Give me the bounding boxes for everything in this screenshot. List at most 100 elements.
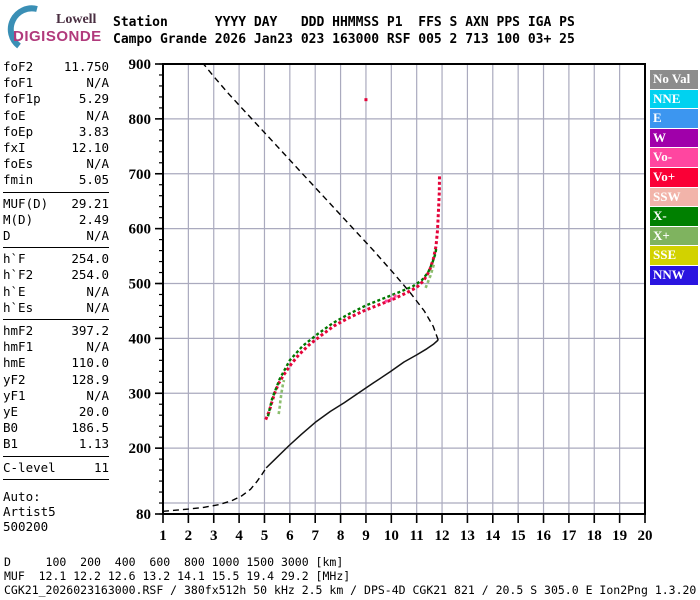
param-value: N/A — [86, 156, 109, 172]
param-value: 5.29 — [78, 91, 109, 107]
lowell-digisonde-logo: Lowell DIGISONDE — [6, 4, 116, 54]
param-value: 110.0 — [71, 355, 109, 371]
y-axis-label: 300 — [129, 386, 152, 402]
param-label: foF2 — [3, 59, 34, 74]
legend-item-x-: X+ — [650, 226, 698, 246]
param-mufd: MUF(D) 29.21 — [3, 196, 109, 212]
param-label: M(D) — [3, 211, 34, 227]
param-label: C-level — [3, 459, 56, 475]
param-value: 11.750 — [63, 59, 109, 74]
x-axis-label: 12 — [435, 528, 450, 544]
param-label: hmF2 — [3, 323, 34, 339]
logo-text-lowell: Lowell — [56, 12, 97, 27]
vo-minus-dots — [389, 297, 393, 301]
param-hf: h`F 254.0 — [3, 251, 109, 267]
x-axis-label: 15 — [511, 528, 526, 544]
param-md: M(D) 2.49 — [3, 212, 109, 228]
param-value: N/A — [86, 107, 109, 123]
param-fof1p: foF1p 5.29 — [3, 91, 109, 107]
x-axis-label: 14 — [485, 528, 501, 544]
param-value: N/A — [86, 387, 109, 403]
vo-minus-dots — [384, 299, 388, 303]
x-axis-label: 20 — [638, 528, 653, 544]
param-ye: yE 20.0 — [3, 404, 109, 420]
legend-item-w: W — [650, 128, 698, 148]
logo-arc-icon — [7, 5, 38, 49]
x-axis-label: 9 — [362, 528, 370, 544]
param-hme: hmE 110.0 — [3, 355, 109, 371]
x-plus-scatter-high — [424, 263, 436, 289]
param-yf2: yF2 128.9 — [3, 372, 109, 388]
x-axis-label: 5 — [261, 528, 269, 544]
param-value: N/A — [86, 339, 109, 355]
x-axis-label: 8 — [337, 528, 345, 544]
param-label: D — [3, 228, 11, 244]
x-axis-label: 17 — [561, 528, 577, 544]
param-label: yE — [3, 404, 19, 420]
param-value: 2.49 — [78, 211, 109, 227]
legend-item-nne: NNE — [650, 89, 698, 109]
y-axis-label: 80 — [136, 507, 151, 523]
autoscaling-id-line: Artist5 — [3, 504, 56, 520]
doppler-direction-legend: No Val NNE E W Vo- Vo+ SSW X- X+ SSE NNW — [650, 70, 698, 286]
legend-item-no-val: No Val — [650, 70, 698, 89]
x-axis-label: 13 — [460, 528, 475, 544]
param-fof1: foF1 N/A — [3, 75, 109, 91]
param-hes: h`Es N/A — [3, 300, 109, 316]
param-fxi: fxI 12.10 — [3, 140, 109, 156]
station-header: Station YYYY DAY DDD HHMMSS P1 FFS S AXN… — [113, 14, 575, 48]
param-group-0: foF2 11.750 foF1 N/A foF1p 5.29 foE N/A foEp 3.83… — [3, 59, 109, 193]
param-label: h`Es — [3, 299, 34, 315]
param-value: 397.2 — [71, 323, 109, 339]
param-hf2: h`F2 254.0 — [3, 267, 109, 283]
param-hmf2: hmF2 397.2 — [3, 323, 109, 339]
param-label: B0 — [3, 420, 19, 436]
muf-values-row: MUF 12.1 12.2 12.6 13.2 14.1 15.5 19.4 2… — [4, 569, 351, 583]
param-value: 186.5 — [71, 420, 109, 436]
param-label: yF1 — [3, 387, 26, 403]
muf-distance-row: D 100 200 400 600 800 1000 1500 3000 [km… — [4, 555, 344, 569]
param-foe: foE N/A — [3, 108, 109, 124]
autoscaling-id-line: Auto: — [3, 488, 41, 504]
param-label: h`F2 — [3, 267, 34, 283]
param-label: fxI — [3, 140, 26, 156]
param-label: foF1p — [3, 91, 41, 107]
param-label: foEp — [3, 123, 34, 139]
y-axis-label: 400 — [129, 331, 152, 347]
param-clevel: C-level 11 — [3, 460, 109, 476]
param-fmin: fmin 5.05 — [3, 172, 109, 188]
x-mode-trace — [266, 247, 438, 417]
param-value: N/A — [86, 299, 109, 315]
status-lines: D 100 200 400 600 800 1000 1500 3000 [km… — [4, 555, 696, 597]
header-station-values: Campo Grande 2026 Jan23 023 163000 RSF 0… — [113, 32, 575, 47]
param-b0: B0 186.5 — [3, 420, 109, 436]
x-axis-label: 16 — [536, 528, 552, 544]
profile-measured — [265, 339, 439, 469]
param-value: N/A — [86, 228, 109, 244]
param-value: 254.0 — [71, 267, 109, 283]
param-label: h`E — [3, 283, 26, 299]
param-value: 12.10 — [71, 140, 109, 156]
x-plus-scatter-low — [277, 379, 286, 415]
param-value: N/A — [86, 283, 109, 299]
autoscaling-ids: Auto: Artist5 500200 — [3, 489, 109, 535]
param-value: 11 — [93, 459, 109, 475]
param-fof2: foF2 11.750 — [3, 59, 109, 75]
param-value: 29.21 — [71, 195, 109, 211]
param-d: D N/A — [3, 228, 109, 244]
param-he: h`E N/A — [3, 284, 109, 300]
param-value: 254.0 — [71, 251, 109, 267]
x-axis-label: 18 — [587, 528, 602, 544]
x-axis-label: 4 — [235, 528, 243, 544]
param-b1: B1 1.13 — [3, 436, 109, 452]
param-label: hmE — [3, 355, 26, 371]
param-label: fmin — [3, 172, 34, 188]
legend-item-sse: SSE — [650, 246, 698, 265]
stray-echo-dot — [364, 98, 368, 102]
param-value: 5.05 — [78, 172, 109, 188]
measurement-file-info: CGK21_2026023163000.RSF / 380fx512h 50 k… — [4, 583, 697, 597]
legend-item-vo-: Vo- — [650, 148, 698, 167]
plot-border — [162, 63, 646, 515]
